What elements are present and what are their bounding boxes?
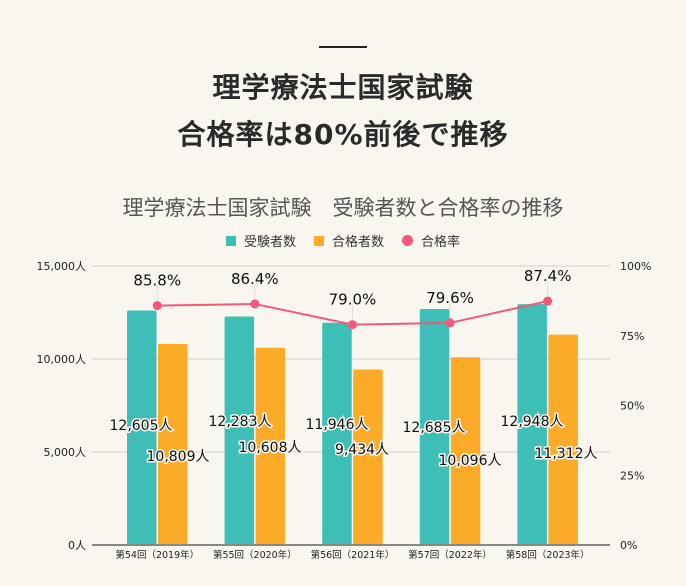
pass-rate-label: 86.4%	[231, 270, 279, 288]
legend-item-pass-rate[interactable]: 合格率	[402, 231, 460, 250]
chart-legend: 受験者数 合格者数 合格率	[0, 231, 686, 250]
pass-rate-point[interactable]	[347, 320, 357, 330]
examinees-value-label: 12,948人	[501, 414, 564, 430]
bar-examinees[interactable]	[322, 322, 352, 545]
legend-label: 合格者数	[331, 235, 384, 250]
y-right-tick: 25%	[620, 469, 644, 482]
x-tick-label: 第55回（2020年）	[213, 549, 297, 561]
legend-label: 合格率	[421, 235, 461, 250]
y-right-tick: 0%	[620, 539, 637, 552]
page-title-line2: 合格率は80%前後で推移	[177, 118, 509, 151]
passers-value-label: 11,312人	[535, 446, 598, 462]
passers-value-label: 10,809人	[147, 449, 210, 465]
y-right-tick: 75%	[620, 330, 644, 343]
bar-examinees[interactable]	[224, 316, 255, 545]
legend-item-examinees[interactable]: 受験者数	[225, 231, 296, 250]
y-left-tick: 10,000人	[37, 353, 87, 366]
bar-examinees[interactable]	[127, 310, 157, 545]
bar-passers[interactable]	[255, 347, 286, 545]
pass-rate-point[interactable]	[445, 318, 455, 328]
x-tick-label: 第54回（2019年）	[115, 549, 199, 561]
pass-rate-point[interactable]	[152, 301, 162, 311]
x-tick-label: 第58回（2023年）	[506, 549, 590, 561]
y-left-tick: 5,000人	[44, 446, 87, 459]
pass-rate-label: 79.6%	[426, 289, 474, 307]
legend-item-passers[interactable]: 合格者数	[313, 231, 384, 250]
examinees-value-label: 12,685人	[403, 420, 466, 436]
square-icon	[313, 235, 324, 246]
bar-examinees[interactable]	[517, 304, 547, 545]
examinees-value-label: 11,946人	[306, 417, 369, 433]
y-left-tick: 0人	[68, 539, 86, 552]
title-separator	[319, 46, 367, 48]
bar-passers[interactable]	[353, 369, 383, 545]
passers-value-label: 10,608人	[239, 440, 302, 456]
y-left-tick: 15,000人	[37, 260, 87, 273]
chart-title: 理学療法士国家試験 受験者数と合格率の推移	[122, 196, 564, 220]
bar-passers[interactable]	[450, 357, 481, 545]
pass-rate-label: 85.8%	[133, 272, 181, 290]
y-right-tick: 100%	[620, 260, 651, 273]
bar-passers[interactable]	[158, 343, 188, 545]
bar-passers[interactable]	[548, 334, 578, 545]
y-right-tick: 50%	[620, 400, 644, 413]
pass-rate-label: 87.4%	[524, 267, 572, 285]
x-tick-label: 第56回（2021年）	[311, 549, 395, 561]
passers-value-label: 9,434人	[335, 442, 389, 458]
legend-label: 受験者数	[243, 235, 296, 250]
page-title-line1: 理学療法士国家試験	[212, 71, 474, 104]
examinees-value-label: 12,283人	[209, 414, 272, 430]
pass-rate-point[interactable]	[543, 296, 553, 306]
bar-examinees[interactable]	[419, 309, 450, 545]
pass-rate-label: 79.0%	[329, 291, 377, 309]
pass-rate-point[interactable]	[250, 299, 260, 309]
examinees-value-label: 12,605人	[110, 418, 173, 434]
square-icon	[225, 235, 236, 246]
x-tick-label: 第57回（2022年）	[408, 549, 492, 561]
circle-icon	[402, 235, 413, 246]
passers-value-label: 10,096人	[439, 453, 502, 469]
